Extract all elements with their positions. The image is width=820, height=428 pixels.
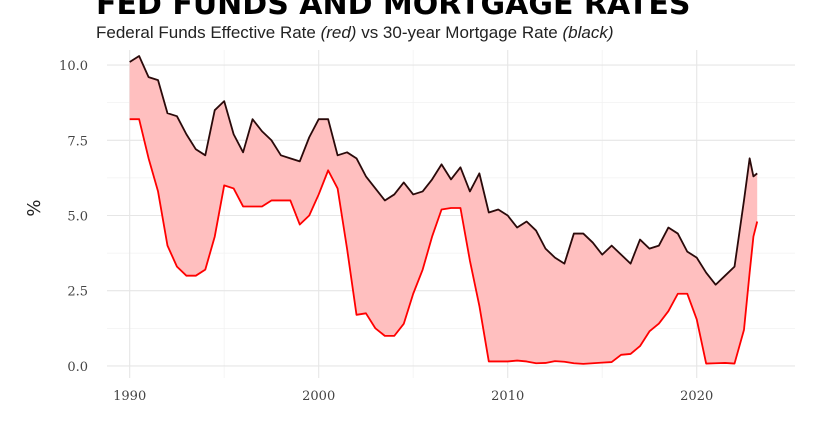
subtitle-part: (red) xyxy=(321,23,357,42)
subtitle-part: Federal Funds Effective Rate xyxy=(96,23,321,42)
x-tick-label: 2010 xyxy=(491,389,524,404)
y-tick-label: 2.5 xyxy=(67,285,88,300)
y-tick-label: 0.0 xyxy=(67,360,88,375)
x-tick-label: 2000 xyxy=(302,389,335,404)
rate-line xyxy=(129,118,759,365)
rate-line xyxy=(129,55,758,286)
subtitle-part: vs 30-year Mortgage Rate xyxy=(356,23,562,42)
chart-subtitle: Federal Funds Effective Rate (red) vs 30… xyxy=(96,23,613,42)
chart-title: FED FUNDS AND MORTGAGE RATES xyxy=(96,0,690,22)
y-tick-label: 10.0 xyxy=(59,59,88,74)
y-tick-label: 7.5 xyxy=(67,134,88,149)
y-tick-label: 5.0 xyxy=(67,210,88,225)
x-tick-label: 2020 xyxy=(680,389,713,404)
gap-area xyxy=(129,56,758,364)
y-axis-label: % xyxy=(24,199,45,216)
x-tick-label: 1990 xyxy=(113,389,146,404)
subtitle-part: (black) xyxy=(562,23,613,42)
